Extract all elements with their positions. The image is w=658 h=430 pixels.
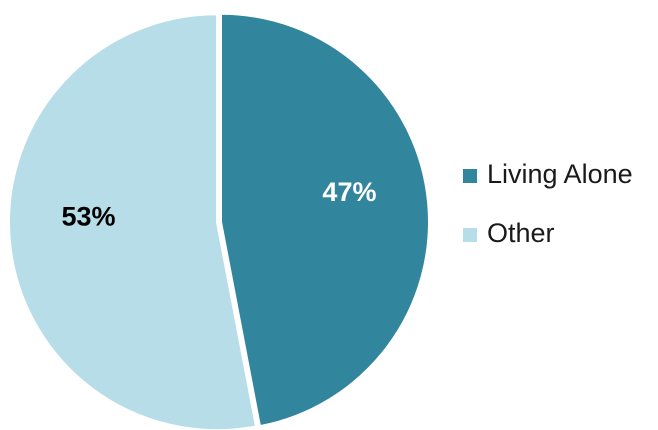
slice-label-living-alone: 47% <box>322 177 376 207</box>
pie-slice-living-alone <box>219 12 430 428</box>
pie-slice-labels: 47% 53% <box>62 177 377 232</box>
chart-legend: Living Alone Other <box>463 159 633 248</box>
legend-swatch-other <box>463 228 477 242</box>
legend-label-living-alone: Living Alone <box>487 159 633 189</box>
legend-swatch-living-alone <box>463 169 477 183</box>
legend-label-other: Other <box>487 218 555 248</box>
pie-slices <box>8 12 430 430</box>
slice-label-other: 53% <box>62 201 116 231</box>
pie-slice-other <box>8 13 258 430</box>
